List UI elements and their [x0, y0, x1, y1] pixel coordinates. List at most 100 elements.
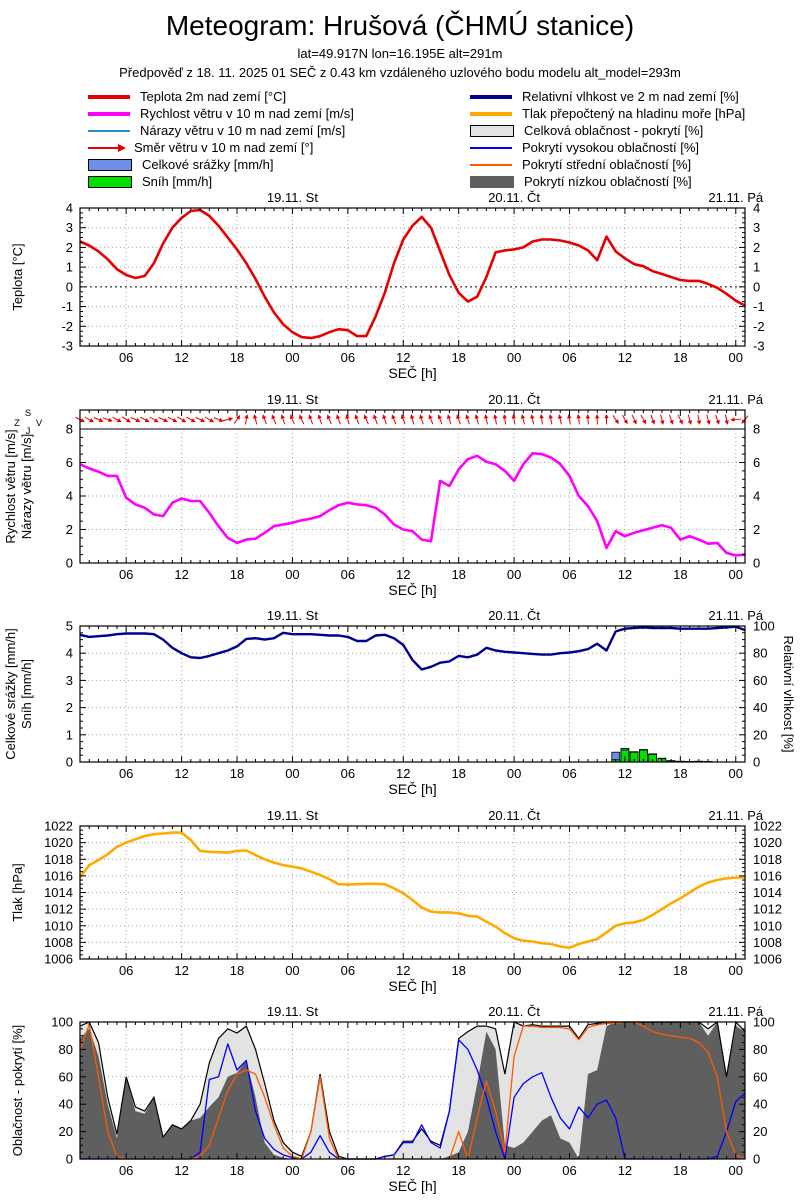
svg-text:06: 06: [562, 766, 576, 781]
svg-text:06: 06: [341, 963, 355, 978]
legend-swatch-line-thick: [88, 111, 130, 116]
svg-text:18: 18: [673, 1163, 687, 1178]
wind-direction-arrow-icon: [640, 414, 647, 425]
wind-direction-arrow-icon: [186, 416, 196, 423]
svg-text:00: 00: [729, 350, 743, 365]
wind-direction-arrow-icon: [730, 417, 741, 422]
svg-text:18: 18: [230, 567, 244, 582]
wind-direction-arrow-icon: [576, 414, 581, 425]
wind-direction-arrow-icon: [195, 416, 206, 423]
svg-text:06: 06: [341, 1163, 355, 1178]
svg-text:1: 1: [66, 260, 73, 275]
svg-text:2: 2: [66, 700, 73, 715]
svg-text:1016: 1016: [753, 868, 782, 883]
legend-swatch-line-thin: [470, 163, 512, 166]
svg-text:19.11. St: 19.11. St: [267, 392, 318, 407]
wind-direction-arrow-icon: [677, 414, 683, 425]
svg-text:12: 12: [396, 766, 410, 781]
svg-text:12: 12: [618, 1163, 632, 1178]
forecast-info: Předpověď z 18. 11. 2025 01 SEČ z 0.43 k…: [119, 65, 681, 80]
svg-text:-2: -2: [753, 319, 765, 334]
precipitation-humidity-chart: 19.11. St 20.11. Čt 21.11. Pá 06 12 18 00 06 12 1…: [0, 608, 800, 803]
svg-text:1: 1: [753, 260, 760, 275]
svg-text:06: 06: [119, 567, 133, 582]
legend-item-label: Pokrytí střední oblačností [%]: [522, 157, 692, 172]
wind-direction-arrow-icon: [289, 414, 295, 425]
svg-text:12: 12: [174, 963, 188, 978]
svg-text:1010: 1010: [44, 918, 73, 933]
svg-text:18: 18: [230, 766, 244, 781]
svg-text:18: 18: [230, 963, 244, 978]
wind-direction-arrow-icon: [502, 414, 507, 425]
wind-direction-arrow-icon: [530, 414, 535, 425]
legend-item: Sníh [mm/h]: [88, 173, 354, 190]
wind-direction-arrow-icon: [102, 417, 113, 422]
wind-direction-arrow-icon: [687, 414, 693, 425]
legend-swatch-line-thin: [88, 129, 130, 132]
svg-text:SEČ [h]: SEČ [h]: [388, 365, 436, 381]
wind-direction-arrow-icon: [631, 414, 637, 425]
svg-text:06: 06: [562, 963, 576, 978]
legend-item-label: Nárazy větru v 10 m nad zemí [m/s]: [140, 123, 346, 138]
svg-text:2: 2: [66, 240, 73, 255]
svg-text:SEČ [h]: SEČ [h]: [388, 582, 436, 598]
svg-text:1006: 1006: [753, 952, 782, 967]
svg-text:06: 06: [562, 567, 576, 582]
svg-text:5: 5: [66, 619, 73, 634]
svg-text:8: 8: [753, 422, 760, 437]
svg-text:Celkové srážky [mm/h]: Celkové srážky [mm/h]: [3, 628, 18, 759]
legend-item: Pokrytí nízkou oblačností [%]: [470, 173, 745, 190]
svg-text:8: 8: [66, 422, 73, 437]
legend-swatch-box-filled: [470, 175, 514, 188]
svg-text:06: 06: [562, 1163, 576, 1178]
wind-direction-arrow-icon: [213, 417, 224, 422]
legend-item: Celková oblačnost - pokrytí [%]: [470, 122, 745, 139]
svg-text:-3: -3: [61, 339, 73, 354]
cloud-cover-chart: 19.11. St 20.11. Čt 21.11. Pá 06 12 18 00 06 12 1…: [0, 1004, 800, 1200]
svg-text:18: 18: [673, 567, 687, 582]
svg-text:19.11. St: 19.11. St: [267, 1004, 318, 1019]
legend-item-label: Teplota 2m nad zemí [°C]: [140, 89, 287, 104]
wind-direction-arrow-icon: [493, 414, 498, 425]
svg-text:12: 12: [396, 567, 410, 582]
wind-direction-arrow-icon: [520, 414, 526, 425]
svg-text:00: 00: [507, 963, 521, 978]
svg-text:-1: -1: [753, 299, 765, 314]
wind-direction-arrow-icon: [548, 414, 553, 425]
legend-item-label: Směr větru v 10 m nad zemí [°]: [134, 140, 314, 155]
wind-direction-arrow-icon: [456, 414, 461, 425]
wind-direction-arrow-icon: [567, 414, 572, 425]
svg-text:00: 00: [729, 567, 743, 582]
wind-direction-arrow-icon: [621, 414, 628, 425]
wind-direction-arrow-icon: [244, 414, 249, 425]
svg-text:00: 00: [507, 1163, 521, 1178]
svg-text:06: 06: [119, 350, 133, 365]
wind-chart: 19.11. St 20.11. Čt 21.11. Pá 06 12 18 00 06 12 1…: [0, 392, 800, 604]
svg-text:00: 00: [729, 1163, 743, 1178]
wind-direction-arrow-icon: [419, 414, 424, 425]
svg-text:18: 18: [673, 350, 687, 365]
wind-direction-arrow-icon: [271, 414, 277, 425]
wind-direction-arrow-icon: [93, 416, 104, 423]
wind-direction-arrow-icon: [354, 414, 360, 425]
svg-text:3: 3: [66, 673, 73, 688]
wind-direction-arrow-icon: [483, 414, 489, 425]
svg-text:80: 80: [753, 1042, 767, 1057]
wind-direction-arrow-icon: [262, 414, 267, 425]
svg-text:Oblačnost - pokrytí [%]: Oblačnost - pokrytí [%]: [10, 1025, 25, 1157]
wind-direction-arrow-icon: [706, 414, 711, 425]
svg-text:20.11. Čt: 20.11. Čt: [488, 1004, 540, 1019]
wind-direction-arrow-icon: [724, 414, 729, 425]
svg-text:20.11. Čt: 20.11. Čt: [488, 608, 540, 623]
svg-text:12: 12: [618, 567, 632, 582]
svg-text:60: 60: [753, 673, 767, 688]
wind-direction-arrow-icon: [382, 414, 387, 425]
legend-right-column: Relativní vlhkost ve 2 m nad zemí [%] Tla…: [470, 88, 745, 190]
svg-text:06: 06: [341, 567, 355, 582]
svg-text:0: 0: [66, 755, 73, 770]
svg-text:1008: 1008: [753, 935, 782, 950]
legend-item: Celkové srážky [mm/h]: [88, 156, 354, 173]
svg-text:1020: 1020: [753, 835, 782, 850]
svg-text:100: 100: [753, 619, 775, 634]
